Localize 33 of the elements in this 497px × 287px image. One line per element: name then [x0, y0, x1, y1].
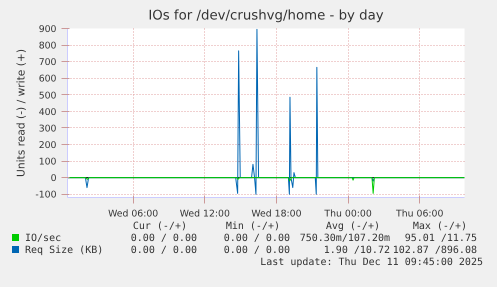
- y-tick-label: 200: [38, 140, 57, 151]
- y-tick-label: 0: [50, 173, 57, 184]
- text: 102.87 /896.08: [392, 245, 477, 257]
- y-tick-label: -100: [35, 190, 57, 201]
- y-tick-label: 600: [38, 74, 57, 85]
- y-tick-label: 100: [38, 156, 57, 168]
- text: Max (-/+): [412, 221, 467, 233]
- x-tick-label: Wed 06:00: [108, 208, 158, 220]
- y-tick-label: 500: [38, 90, 57, 102]
- text: 0.00 / 0.00: [224, 233, 290, 245]
- x-tick-label: Thu 06:00: [395, 208, 444, 220]
- text: Avg (-/+): [326, 221, 380, 233]
- text: 95.01 /11.75: [404, 233, 477, 245]
- y-tick-label: 900: [38, 24, 57, 35]
- text: Cur (-/+): [132, 221, 187, 233]
- y-tick-label: 400: [38, 106, 57, 118]
- y-tick-label: 800: [38, 40, 57, 52]
- text: 0.00 / 0.00: [130, 233, 197, 245]
- legend-label: Req Size (KB): [25, 245, 104, 256]
- text: Last update: Thu Dec 11 09:45:00 2025: [260, 257, 483, 269]
- y-axis-title: Units read (-) / write (+): [14, 49, 28, 177]
- text: 1.90 /10.72: [324, 245, 390, 257]
- x-tick-label: Wed 18:00: [251, 208, 302, 220]
- chart-title: IOs for /dev/crushvg/home - by day: [148, 8, 384, 24]
- text: 750.30m/107.20m: [300, 233, 390, 245]
- y-tick-label: 700: [38, 57, 57, 68]
- x-tick-label: Thu 00:00: [323, 208, 372, 220]
- text: 0.00 / 0.00: [224, 245, 290, 257]
- y-tick-label: 300: [38, 123, 57, 134]
- legend-label: IO/sec: [25, 233, 62, 244]
- x-tick-label: Wed 12:00: [180, 208, 230, 220]
- text: Min (-/+): [226, 221, 280, 233]
- text: 0.00 / 0.00: [130, 245, 197, 257]
